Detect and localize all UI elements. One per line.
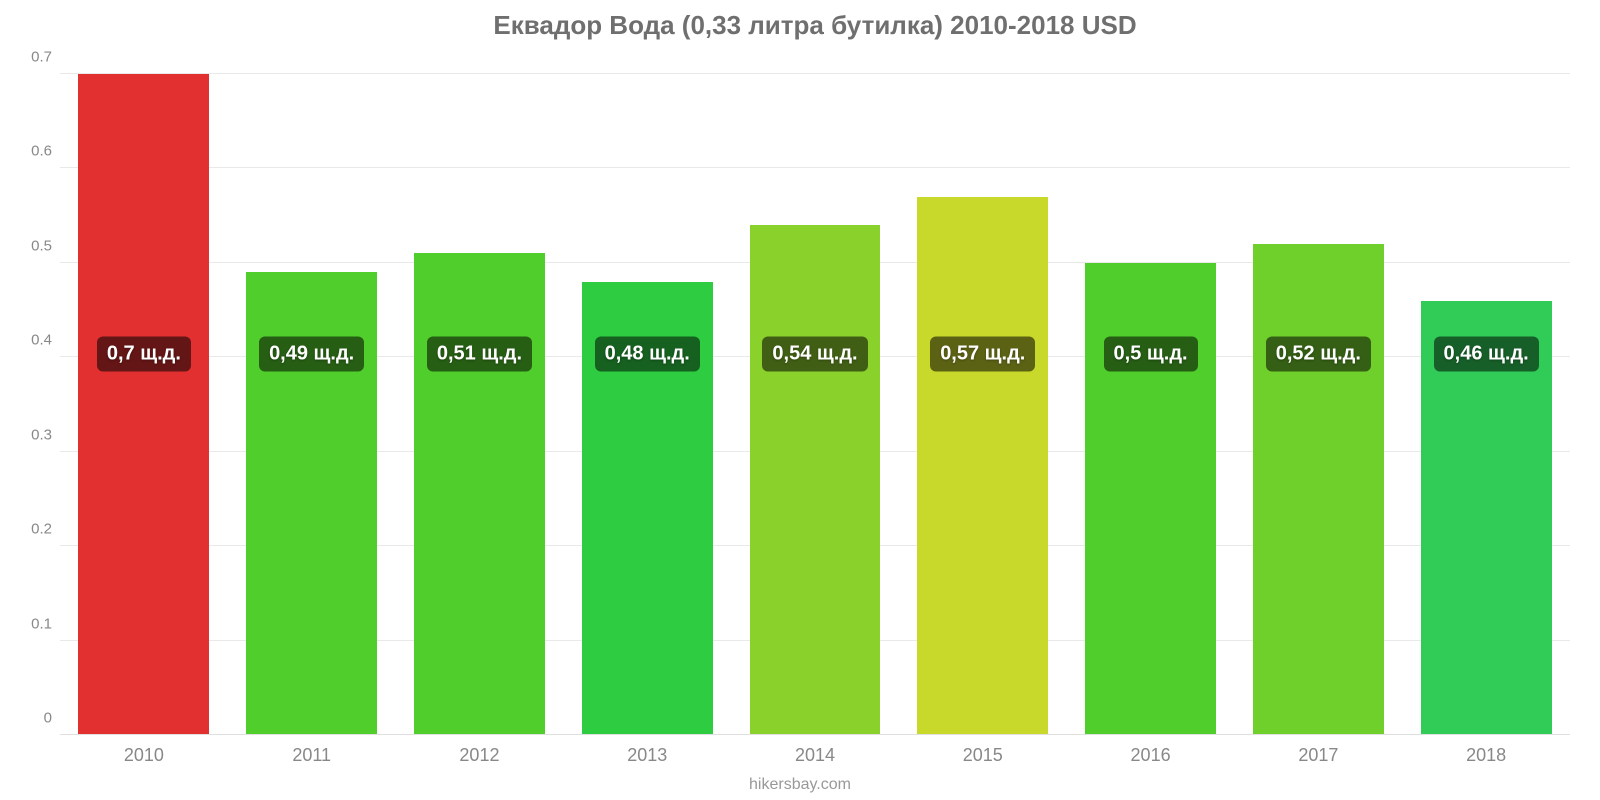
bar-value-label: 0,57 щ.д. (930, 337, 1035, 372)
bar-value-label: 0,48 щ.д. (595, 337, 700, 372)
x-label: 2016 (1067, 735, 1235, 766)
bar-slot: 0,46 щ.д. (1402, 55, 1570, 735)
bar-value-label: 0,54 щ.д. (762, 337, 867, 372)
y-tick-label: 0.2 (12, 521, 52, 538)
x-label: 2012 (396, 735, 564, 766)
bar: 0,48 щ.д. (582, 282, 713, 735)
x-label: 2015 (899, 735, 1067, 766)
bar: 0,54 щ.д. (750, 225, 881, 735)
bar-value-label: 0,52 щ.д. (1266, 337, 1371, 372)
bar: 0,51 щ.д. (414, 253, 545, 735)
y-tick-label: 0.4 (12, 332, 52, 349)
bar-slot: 0,51 щ.д. (396, 55, 564, 735)
y-tick-label: 0.1 (12, 615, 52, 632)
bar-value-label: 0,5 щ.д. (1104, 337, 1198, 372)
x-label: 2018 (1402, 735, 1570, 766)
y-tick-label: 0.5 (12, 237, 52, 254)
bar: 0,52 щ.д. (1253, 244, 1384, 735)
x-label: 2013 (563, 735, 731, 766)
x-label: 2011 (228, 735, 396, 766)
bar: 0,46 щ.д. (1421, 301, 1552, 735)
bar-slot: 0,57 щ.д. (899, 55, 1067, 735)
y-tick-label: 0.3 (12, 426, 52, 443)
x-label: 2014 (731, 735, 899, 766)
bar: 0,5 щ.д. (1085, 263, 1216, 735)
bars-group: 0,7 щ.д. 0,49 щ.д. 0,51 щ.д. 0,48 щ.д. 0,54 … (60, 55, 1570, 735)
y-tick-label: 0.6 (12, 143, 52, 160)
bar: 0,49 щ.д. (246, 272, 377, 735)
y-tick-label: 0 (12, 710, 52, 727)
bar-value-label: 0,46 щ.д. (1434, 337, 1539, 372)
x-labels-group: 201020112012201320142015201620172018 (60, 735, 1570, 766)
chart-container: Еквадор Вода (0,33 литра бутилка) 2010-2… (0, 0, 1600, 800)
bar-value-label: 0,49 щ.д. (259, 337, 364, 372)
bar-slot: 0,5 щ.д. (1067, 55, 1235, 735)
bar-value-label: 0,51 щ.д. (427, 337, 532, 372)
bar-slot: 0,7 щ.д. (60, 55, 228, 735)
x-label: 2010 (60, 735, 228, 766)
bar-slot: 0,49 щ.д. (228, 55, 396, 735)
bar-slot: 0,48 щ.д. (563, 55, 731, 735)
y-tick-label: 0.7 (12, 48, 52, 65)
bar: 0,7 щ.д. (78, 74, 209, 735)
bar-slot: 0,52 щ.д. (1234, 55, 1402, 735)
bar: 0,57 щ.д. (917, 197, 1048, 735)
bar-slot: 0,54 щ.д. (731, 55, 899, 735)
plot-area: 0,7 щ.д. 0,49 щ.д. 0,51 щ.д. 0,48 щ.д. 0,54 … (60, 55, 1570, 735)
x-label: 2017 (1234, 735, 1402, 766)
chart-title: Еквадор Вода (0,33 литра бутилка) 2010-2… (60, 10, 1570, 41)
source-label: hikersbay.com (0, 776, 1600, 794)
bar-value-label: 0,7 щ.д. (97, 337, 191, 372)
